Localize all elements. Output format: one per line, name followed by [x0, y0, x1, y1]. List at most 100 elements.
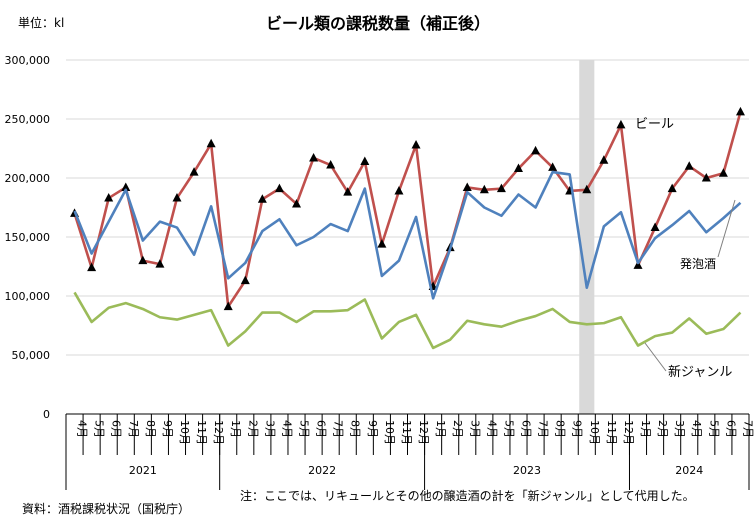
- series-label: ビール: [635, 117, 674, 132]
- x-tick-label: 6月: [315, 420, 328, 438]
- x-tick-label: 8月: [554, 420, 567, 438]
- y-tick-label: 100,000: [5, 290, 51, 303]
- series-line: [73, 291, 742, 350]
- data-point: [735, 106, 745, 116]
- x-tick-label: 10月: [588, 420, 601, 445]
- x-tick-label: 4月: [76, 420, 89, 438]
- x-tick-label: 10月: [383, 420, 396, 445]
- x-tick-label: 5月: [707, 420, 720, 438]
- chart-title: ビール類の課税数量（補正後）: [265, 14, 490, 33]
- x-tick-label: 7月: [741, 420, 754, 438]
- x-tick-label: 6月: [110, 420, 123, 438]
- data-point: [650, 222, 660, 232]
- x-tick-label: 5月: [502, 420, 515, 438]
- data-point: [462, 182, 472, 191]
- x-tick-label: 12月: [417, 420, 430, 445]
- data-point: [684, 161, 694, 170]
- data-point: [479, 184, 489, 194]
- data-point: [616, 119, 626, 129]
- data-point: [189, 167, 199, 176]
- data-point: [531, 145, 541, 155]
- data-point: [292, 198, 302, 208]
- data-point: [667, 183, 677, 193]
- data-point: [104, 193, 114, 202]
- x-tick-label: 1月: [229, 420, 242, 438]
- x-tick-label: 8月: [144, 420, 157, 438]
- source-note: 資料：酒税課税状況（国税庁）: [22, 502, 191, 516]
- series-line: [73, 170, 742, 300]
- x-tick-label: 9月: [366, 420, 379, 438]
- unit-label: 単位：kl: [18, 16, 65, 30]
- data-point: [326, 160, 336, 169]
- series-label-leader: [717, 199, 736, 258]
- data-point: [240, 275, 250, 285]
- x-tick-label: 11月: [605, 420, 618, 445]
- x-tick-label: 3月: [263, 420, 276, 438]
- x-tick-label: 9月: [161, 420, 174, 438]
- x-tick-label: 2月: [246, 420, 259, 438]
- y-tick-label: 300,000: [5, 54, 51, 67]
- x-tick-label: 7月: [537, 420, 550, 438]
- x-tick-label: 10月: [178, 420, 191, 445]
- data-point: [309, 152, 319, 162]
- data-point: [138, 255, 148, 265]
- series-line: [73, 111, 742, 308]
- x-tick-label: 7月: [332, 420, 345, 438]
- data-point: [548, 162, 558, 171]
- data-point: [496, 183, 506, 193]
- data-point: [155, 259, 165, 268]
- footnote: 注：ここでは、リキュールとその他の醸造酒の計を「新ジャンル」として代用した。: [240, 489, 695, 503]
- series-label: 発泡酒: [680, 257, 716, 271]
- x-tick-label: 4月: [280, 420, 293, 438]
- y-tick-label: 50,000: [12, 349, 51, 362]
- x-tick-label: 3月: [673, 420, 686, 438]
- x-tick-label: 11月: [195, 420, 208, 445]
- x-tick-label: 3月: [468, 420, 481, 438]
- x-tick-label: 11月: [400, 420, 413, 445]
- year-label: 2021: [129, 464, 157, 477]
- data-point: [87, 262, 97, 272]
- y-tick-label: 250,000: [5, 113, 51, 126]
- y-tick-label: 200,000: [5, 172, 51, 185]
- data-point: [394, 185, 404, 195]
- x-tick-label: 6月: [519, 420, 532, 438]
- data-point: [172, 193, 182, 202]
- data-point: [223, 301, 233, 311]
- x-tick-label: 5月: [298, 420, 311, 438]
- x-tick-label: 6月: [724, 420, 737, 438]
- data-point: [360, 156, 370, 165]
- x-tick-label: 2月: [451, 420, 464, 438]
- data-point: [121, 182, 131, 191]
- x-tick-label: 1月: [434, 420, 447, 438]
- x-tick-label: 1月: [639, 420, 652, 438]
- data-point: [701, 173, 711, 182]
- year-label: 2023: [513, 464, 541, 477]
- x-tick-label: 4月: [690, 420, 703, 438]
- data-point: [257, 194, 267, 203]
- data-point: [718, 168, 728, 177]
- x-tick-label: 5月: [93, 420, 106, 438]
- y-tick-label: 0: [43, 408, 50, 421]
- x-tick-label: 12月: [212, 420, 225, 445]
- data-point: [377, 239, 387, 248]
- data-point: [411, 139, 421, 149]
- data-point: [206, 138, 216, 148]
- data-point: [274, 183, 284, 193]
- series-label-leader: [644, 342, 667, 372]
- data-point: [599, 155, 609, 164]
- x-tick-label: 2月: [656, 420, 669, 438]
- data-point: [582, 184, 592, 194]
- x-tick-label: 7月: [127, 420, 140, 438]
- x-tick-label: 9月: [571, 420, 584, 438]
- year-label: 2022: [308, 464, 336, 477]
- x-tick-label: 8月: [349, 420, 362, 438]
- data-point: [343, 187, 353, 196]
- data-point: [633, 260, 643, 269]
- year-label: 2024: [675, 464, 703, 477]
- x-tick-label: 12月: [622, 420, 635, 445]
- series-label: 新ジャンル: [668, 364, 732, 380]
- data-point: [513, 163, 523, 173]
- x-tick-label: 4月: [485, 420, 498, 438]
- y-tick-label: 150,000: [5, 231, 51, 244]
